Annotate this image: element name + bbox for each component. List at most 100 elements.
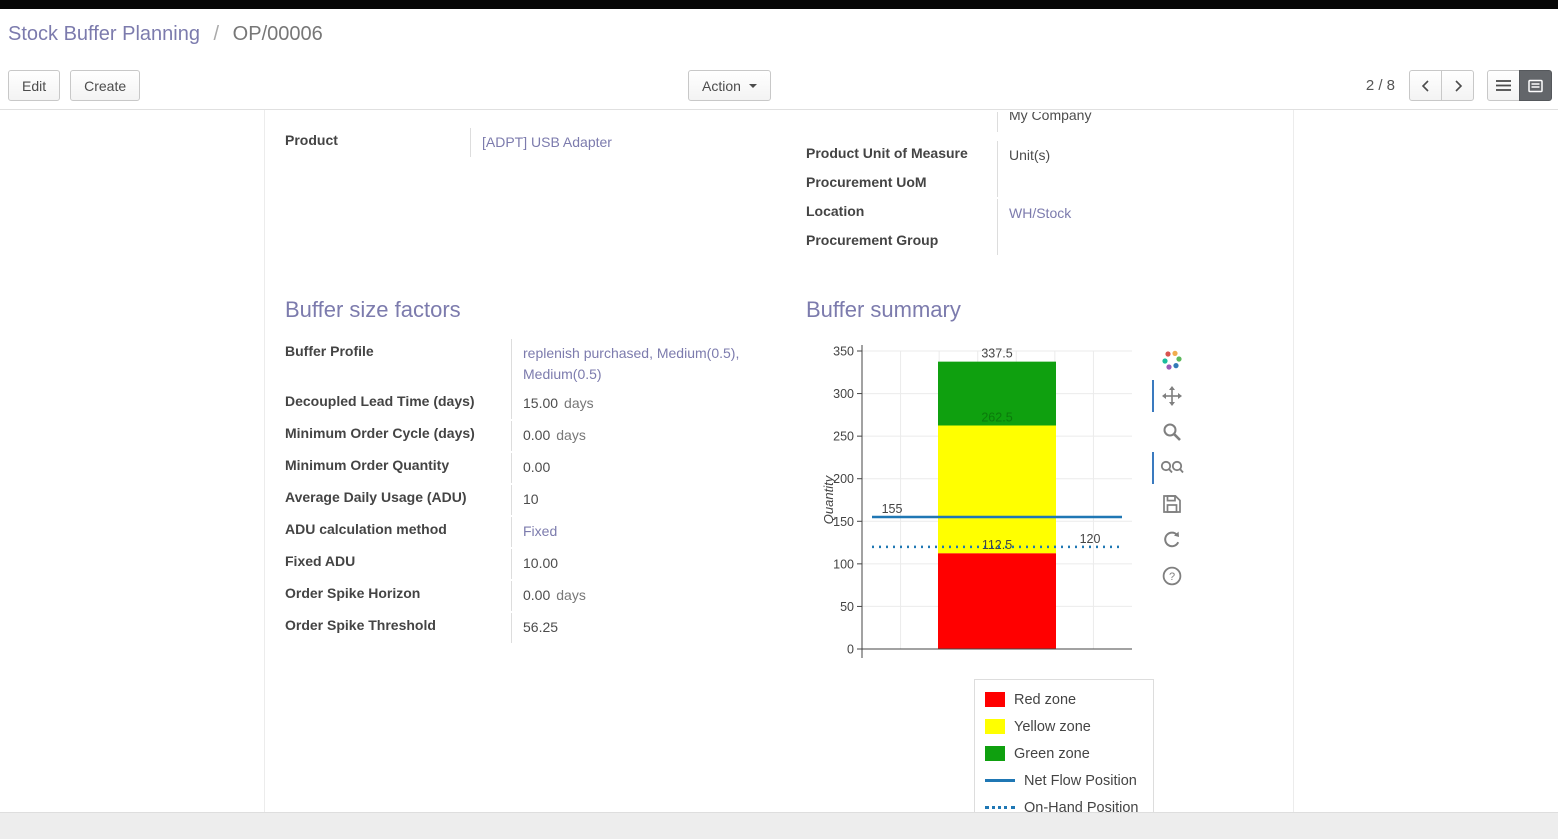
pan-icon[interactable] <box>1152 380 1184 412</box>
field-label: Product Unit of Measure <box>806 145 968 161</box>
field-value: 56.25 <box>523 619 559 635</box>
field-row-procurement-group: Procurement Group <box>806 228 1273 257</box>
field-value: 0.00 <box>523 427 551 443</box>
save-icon[interactable] <box>1160 493 1184 515</box>
legend-item[interactable]: Net Flow Position <box>985 767 1143 794</box>
breadcrumb-current: OP/00006 <box>232 23 323 45</box>
buffer-factors-group: Buffer Profile replenish purchased, Medi… <box>285 339 790 645</box>
field-label: Procurement Group <box>806 232 939 248</box>
field-label: Average Daily Usage (ADU) <box>285 489 467 505</box>
system-menu-bar[interactable] <box>0 0 1558 9</box>
svg-text:Quantity: Quantity <box>822 474 836 524</box>
svg-text:200: 200 <box>833 472 854 486</box>
caret-down-icon <box>748 83 757 88</box>
field-row-adu-method: ADU calculation method Fixed <box>285 517 790 549</box>
field-group-right: My Company Product Unit of Measure Unit(… <box>790 112 1273 257</box>
legend-rect-swatch <box>985 719 1005 734</box>
pager-value: 2 / 8 <box>1365 77 1395 94</box>
field-row-min-order-qty: Minimum Order Quantity 0.00 <box>285 453 790 485</box>
svg-text:120: 120 <box>1080 532 1101 546</box>
field-label: Procurement UoM <box>806 174 927 190</box>
legend-label: Green zone <box>1014 745 1090 762</box>
svg-text:150: 150 <box>833 515 854 529</box>
reset-axes-icon[interactable] <box>1160 529 1184 551</box>
help-icon[interactable]: ? <box>1160 565 1184 587</box>
control-panel: Edit Create Action 2 / 8 <box>0 62 1558 110</box>
legend-item[interactable]: Yellow zone <box>985 713 1143 740</box>
legend-rect-swatch <box>985 746 1005 761</box>
legend-item[interactable]: Red zone <box>985 686 1143 713</box>
legend-label: Red zone <box>1014 691 1077 708</box>
breadcrumb-separator: / <box>213 23 220 45</box>
svg-text:350: 350 <box>833 345 854 359</box>
field-label: Order Spike Horizon <box>285 585 421 601</box>
svg-text:0: 0 <box>847 643 854 657</box>
section-title-buffer-factors: Buffer size factors <box>285 297 461 322</box>
list-view-icon <box>1496 80 1511 91</box>
zoom-icon[interactable] <box>1160 421 1184 443</box>
legend-rect-swatch <box>985 692 1005 707</box>
field-value: My Company <box>1009 112 1092 123</box>
field-row-fixed-adu: Fixed ADU 10.00 <box>285 549 790 581</box>
list-view-button[interactable] <box>1487 70 1520 101</box>
svg-text:250: 250 <box>833 430 854 444</box>
field-label: Minimum Order Cycle (days) <box>285 425 475 441</box>
chart-legend: Red zone Yellow zone Green zone Net Flow Po… <box>974 679 1154 812</box>
field-row-spike-threshold: Order Spike Threshold 56.25 <box>285 613 790 645</box>
svg-text:300: 300 <box>833 387 854 401</box>
field-unit: days <box>556 427 586 443</box>
svg-text:337.5: 337.5 <box>981 347 1012 361</box>
field-value: Unit(s) <box>1009 147 1051 163</box>
chevron-left-icon <box>1421 79 1429 92</box>
svg-text:155: 155 <box>882 502 903 516</box>
field-label: Location <box>806 203 865 219</box>
svg-text:100: 100 <box>833 557 854 571</box>
buffer-profile-link[interactable]: replenish purchased, Medium(0.5), Medium… <box>523 345 740 382</box>
field-row-location: Location WH/Stock <box>806 199 1273 228</box>
svg-text:?: ? <box>1169 571 1175 583</box>
field-label: Product <box>285 132 338 148</box>
buffer-zones-chart[interactable]: 0 50 100 150 200 250 300 350 Quantity 337.5 262.5 1… <box>822 337 1140 672</box>
field-group-left: Product [ADPT] USB Adapter <box>285 128 790 257</box>
field-label <box>806 112 997 120</box>
action-button[interactable]: Action <box>688 70 771 101</box>
pager-next-button[interactable] <box>1441 70 1474 101</box>
field-row-buffer-profile: Buffer Profile replenish purchased, Medi… <box>285 339 790 389</box>
field-row-clipped: My Company <box>806 112 1273 141</box>
legend-line-swatch <box>985 806 1015 809</box>
product-link[interactable]: [ADPT] USB Adapter <box>482 134 612 150</box>
zoom-in-out-icon[interactable] <box>1152 452 1184 484</box>
field-unit: days <box>564 395 594 411</box>
field-unit: days <box>556 587 586 603</box>
field-label: ADU calculation method <box>285 521 447 537</box>
legend-label: Yellow zone <box>1014 718 1091 735</box>
view-switcher <box>1487 70 1552 101</box>
plotly-logo-icon[interactable] <box>1160 349 1184 371</box>
location-link[interactable]: WH/Stock <box>1009 205 1072 221</box>
form-view-icon <box>1528 79 1543 92</box>
field-value: 10 <box>523 491 539 507</box>
create-button[interactable]: Create <box>70 70 141 101</box>
field-label: Minimum Order Quantity <box>285 457 450 473</box>
field-label: Order Spike Threshold <box>285 617 436 633</box>
field-label: Fixed ADU <box>285 553 356 569</box>
field-row-dlt: Decoupled Lead Time (days) 15.00 days <box>285 389 790 421</box>
legend-item[interactable]: On-Hand Position <box>985 794 1143 812</box>
chatter-area <box>0 812 1558 839</box>
svg-text:112.5: 112.5 <box>982 538 1012 552</box>
field-label: Decoupled Lead Time (days) <box>285 393 475 409</box>
chevron-right-icon <box>1454 79 1462 92</box>
field-row-min-order-cycle: Minimum Order Cycle (days) 0.00 days <box>285 421 790 453</box>
section-title-buffer-summary: Buffer summary <box>806 297 961 322</box>
legend-label: On-Hand Position <box>1024 799 1139 813</box>
pager-previous-button[interactable] <box>1409 70 1442 101</box>
buffer-summary-chart-area: 0 50 100 150 200 250 300 350 Quantity 337.5 262.5 1… <box>806 335 1273 812</box>
edit-button[interactable]: Edit <box>8 70 61 101</box>
legend-label: Net Flow Position <box>1024 772 1137 789</box>
pager-buttons <box>1409 70 1474 101</box>
form-view-button[interactable] <box>1519 70 1552 101</box>
field-row-procurement-uom: Procurement UoM <box>806 170 1273 199</box>
breadcrumb-parent-link[interactable]: Stock Buffer Planning <box>8 23 200 45</box>
legend-item[interactable]: Green zone <box>985 740 1143 767</box>
adu-method-link[interactable]: Fixed <box>523 523 558 539</box>
